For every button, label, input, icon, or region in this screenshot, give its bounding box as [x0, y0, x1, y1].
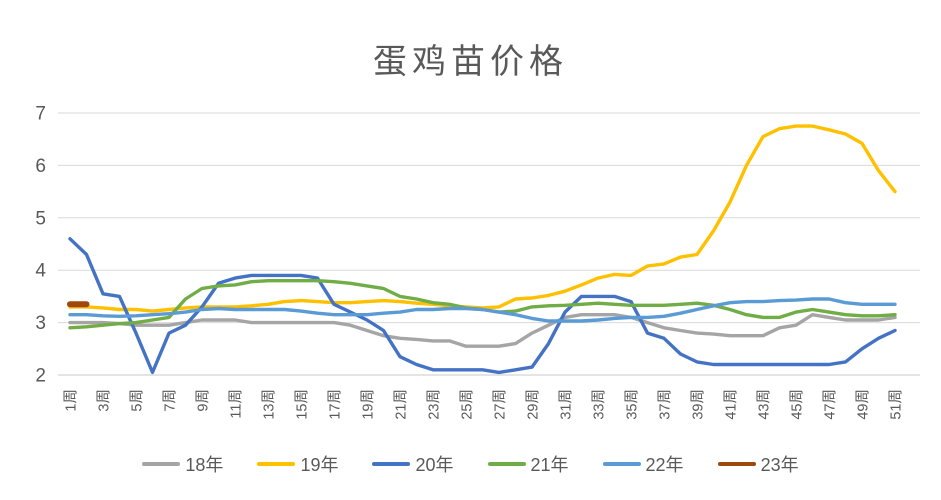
- x-axis-tick-label: 41周: [724, 389, 740, 420]
- y-axis-tick-label: 2: [35, 366, 46, 387]
- x-axis-tick-label: 31周: [559, 389, 575, 420]
- x-axis-tick-label: 43周: [757, 389, 773, 420]
- y-axis-tick-label: 5: [35, 208, 46, 229]
- series-line-20年: [68, 237, 897, 375]
- x-axis-tick-label: 15周: [295, 389, 311, 420]
- legend-item-22年: 22年: [602, 451, 684, 477]
- legend-label: 22年: [645, 455, 684, 475]
- x-axis-tick-label: 37周: [658, 389, 674, 420]
- series-line-19年: [68, 124, 897, 313]
- x-axis-tick-label: 23周: [427, 389, 443, 420]
- x-axis-tick-label: 7周: [163, 389, 179, 412]
- y-axis-tick-label: 3: [35, 313, 46, 334]
- legend-line-swatch: [602, 462, 641, 466]
- x-axis-tick-label: 33周: [592, 389, 608, 420]
- x-axis-tick-label: 1周: [64, 389, 80, 412]
- legend-label: 19年: [300, 455, 339, 475]
- series-line-22年: [68, 297, 897, 323]
- legend-line-swatch: [372, 462, 411, 466]
- x-axis-tick-label: 35周: [625, 389, 641, 420]
- legend-item-21年: 21年: [487, 451, 569, 477]
- legend-label: 23年: [760, 455, 799, 475]
- chart-title: 蛋鸡苗价格: [373, 42, 568, 82]
- x-axis-tick-label: 45周: [790, 389, 806, 420]
- y-axis-tick-label: 7: [35, 104, 46, 125]
- legend-label: 20年: [415, 455, 454, 475]
- x-axis-tick-label: 19周: [361, 389, 377, 420]
- x-axis-tick-label: 51周: [889, 389, 905, 420]
- x-axis-tick-label: 39周: [691, 389, 707, 420]
- x-axis-tick-label: 25周: [460, 389, 476, 420]
- x-axis-tick-label: 21周: [394, 389, 410, 420]
- legend-line-swatch: [717, 462, 756, 466]
- series-line-18年: [68, 313, 897, 348]
- legend-label: 18年: [185, 455, 224, 475]
- legend-label: 21年: [530, 455, 569, 475]
- legend-item-18年: 18年: [142, 451, 223, 477]
- x-axis-tick-label: 27周: [493, 389, 509, 420]
- x-axis-tick-label: 3周: [97, 389, 113, 412]
- x-axis-tick-label: 17周: [328, 389, 344, 420]
- y-axis-tick-label: 4: [35, 261, 46, 282]
- x-axis-tick-label: 47周: [823, 389, 839, 420]
- legend-item-20年: 20年: [372, 451, 454, 477]
- legend-line-swatch: [487, 462, 526, 466]
- legend-item-19年: 19年: [257, 451, 338, 477]
- x-axis-tick-label: 49周: [856, 389, 872, 420]
- legend-line-swatch: [142, 462, 181, 466]
- y-axis-tick-label: 6: [35, 156, 46, 177]
- x-axis-tick-label: 5周: [130, 389, 146, 412]
- legend-line-swatch: [257, 462, 296, 466]
- x-axis-tick-label: 9周: [196, 389, 212, 412]
- x-axis-tick-label: 29周: [526, 389, 542, 420]
- legend-item-23年: 23年: [717, 451, 799, 477]
- x-axis-tick-label: 13周: [262, 389, 278, 420]
- x-axis-tick-label: 11周: [229, 389, 245, 419]
- chart-legend: 18年 19年 20年 21年 22年 23年: [0, 451, 941, 477]
